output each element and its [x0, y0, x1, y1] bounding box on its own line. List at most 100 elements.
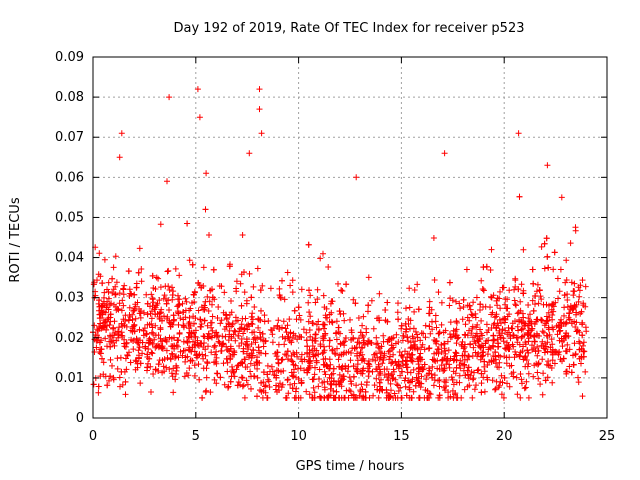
data-point	[320, 292, 327, 299]
data-point	[422, 387, 429, 393]
data-point	[259, 394, 266, 401]
data-point	[148, 329, 155, 336]
data-point	[114, 365, 121, 372]
data-point	[408, 352, 415, 358]
data-point	[131, 291, 138, 298]
data-point	[555, 295, 561, 302]
data-point	[238, 321, 245, 328]
data-point	[132, 315, 139, 322]
data-point	[407, 369, 414, 376]
data-point	[233, 285, 240, 292]
data-point	[570, 352, 576, 359]
data-point	[179, 352, 186, 359]
data-point	[341, 338, 348, 345]
data-point	[539, 391, 546, 398]
data-point	[161, 313, 167, 320]
data-point	[566, 316, 573, 323]
data-point	[536, 287, 543, 294]
data-point	[446, 279, 453, 286]
data-point	[168, 370, 175, 377]
data-point	[460, 304, 467, 310]
data-point	[347, 388, 354, 395]
data-point	[101, 323, 108, 330]
data-point	[430, 235, 437, 241]
data-point	[198, 321, 205, 327]
data-point	[530, 280, 537, 287]
data-point	[452, 391, 458, 398]
data-point	[321, 325, 327, 332]
data-point	[168, 335, 175, 342]
data-point	[271, 372, 278, 378]
data-point	[576, 346, 583, 353]
data-point	[534, 361, 541, 368]
data-point	[369, 356, 376, 363]
data-point	[473, 330, 480, 337]
data-point	[183, 298, 190, 305]
data-point	[475, 350, 482, 357]
data-point	[460, 296, 467, 303]
data-point	[506, 311, 513, 318]
data-point	[457, 365, 464, 372]
data-point	[564, 368, 570, 375]
data-point	[312, 299, 319, 306]
data-point	[163, 347, 170, 354]
data-point	[227, 345, 234, 352]
data-point	[476, 336, 483, 342]
data-point	[166, 307, 172, 313]
data-point	[461, 341, 468, 348]
data-point	[550, 266, 557, 273]
data-point	[163, 364, 170, 371]
data-point	[256, 360, 263, 366]
data-point	[532, 293, 538, 300]
data-point	[242, 315, 249, 322]
data-point	[496, 382, 503, 389]
data-point	[564, 341, 571, 348]
data-point	[153, 302, 160, 309]
data-point	[516, 341, 523, 348]
data-point	[113, 337, 120, 344]
data-point	[473, 294, 480, 301]
x-tick-label: 15	[393, 429, 410, 444]
data-point	[125, 317, 132, 324]
data-point	[233, 278, 240, 285]
data-point	[148, 315, 155, 322]
data-point	[141, 325, 148, 332]
data-point	[230, 368, 237, 375]
data-point	[200, 355, 207, 362]
data-point	[291, 380, 298, 387]
data-point	[512, 275, 519, 282]
data-point	[571, 340, 578, 347]
data-point	[278, 368, 284, 375]
data-point	[529, 266, 536, 273]
data-point	[195, 279, 202, 286]
data-point	[265, 378, 272, 385]
data-point	[441, 378, 448, 385]
data-point	[333, 329, 340, 336]
data-point	[501, 315, 508, 322]
data-point	[414, 331, 420, 338]
data-point	[257, 317, 264, 324]
data-point	[185, 333, 192, 340]
data-point	[305, 241, 312, 248]
data-point	[104, 382, 111, 389]
data-point	[320, 349, 327, 356]
data-point	[238, 374, 245, 381]
data-point	[91, 322, 98, 329]
data-point	[120, 316, 127, 323]
data-point	[512, 318, 518, 325]
data-point	[485, 337, 492, 344]
data-point	[429, 318, 435, 325]
data-point	[175, 321, 182, 328]
data-point	[405, 316, 412, 322]
data-point	[232, 337, 239, 344]
data-point	[327, 380, 334, 387]
data-point	[421, 361, 428, 368]
data-point	[205, 330, 212, 337]
data-point	[115, 306, 122, 313]
data-point	[248, 385, 254, 392]
data-point	[305, 358, 312, 364]
data-point	[218, 347, 225, 354]
data-point	[266, 384, 273, 390]
data-point	[520, 246, 527, 253]
data-point	[365, 302, 372, 309]
